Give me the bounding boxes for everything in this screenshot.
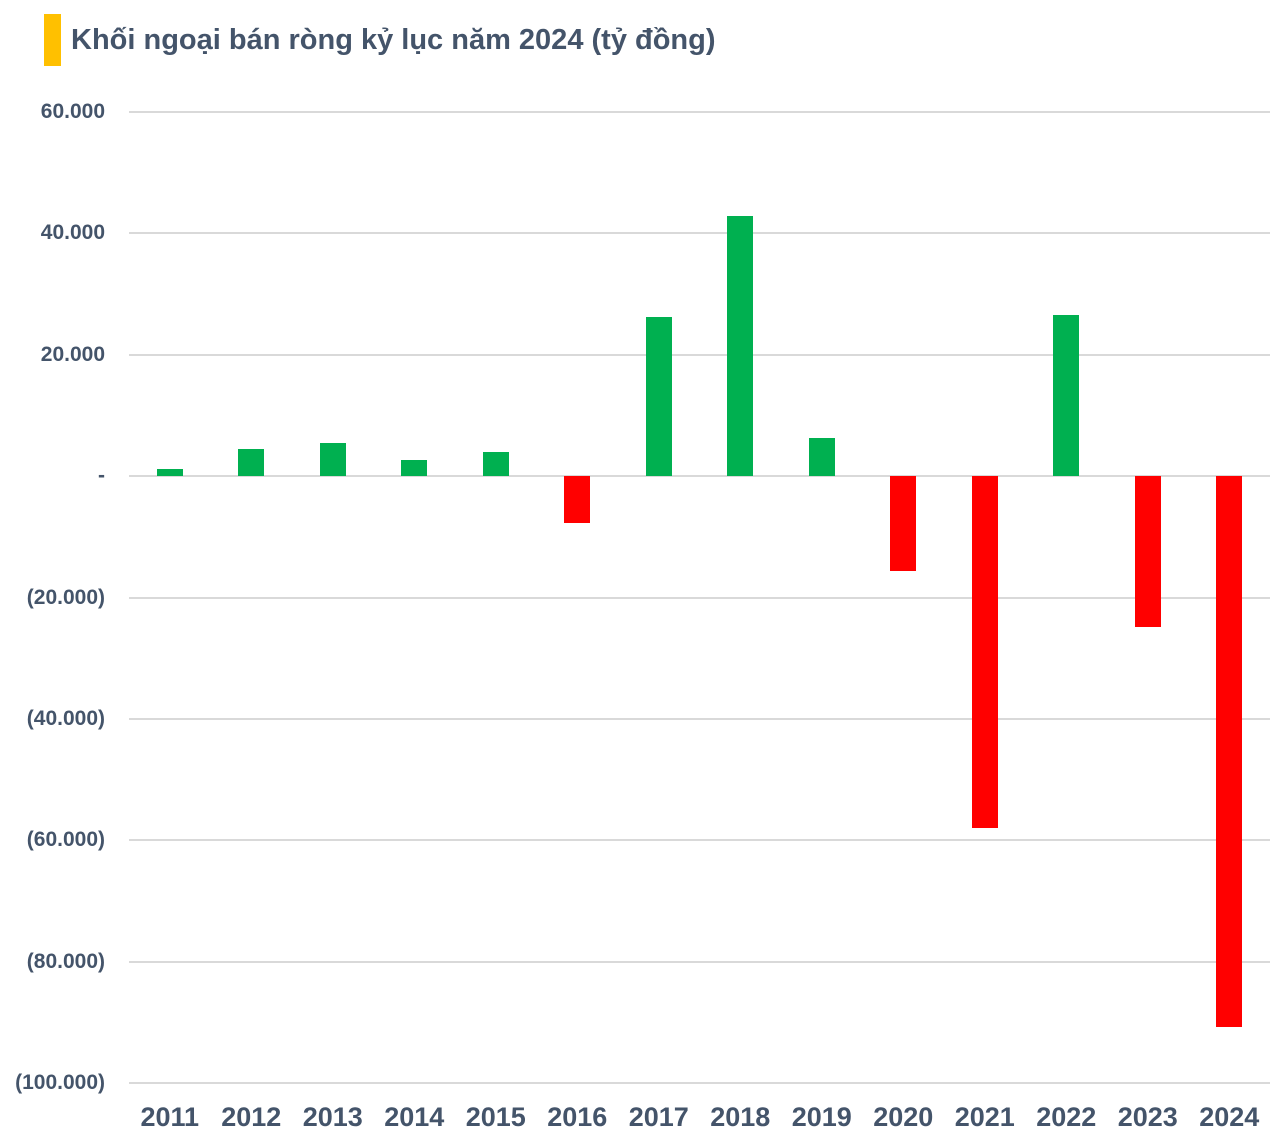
bar-2012 — [238, 449, 265, 477]
x-tick-label: 2011 — [140, 1102, 200, 1132]
bar-2022 — [1053, 315, 1080, 477]
bar-2020 — [890, 476, 917, 572]
y-tick-label: (20.000) — [26, 585, 105, 609]
bar-2024 — [1216, 476, 1243, 1027]
bar-2016 — [564, 476, 591, 524]
grid-line — [129, 1082, 1270, 1084]
x-tick-label: 2015 — [465, 1102, 526, 1132]
x-tick-label: 2021 — [954, 1102, 1015, 1132]
y-tick-label: (80.000) — [26, 949, 105, 973]
y-tick-label: (100.000) — [15, 1071, 105, 1094]
bar-2021 — [971, 476, 998, 829]
y-tick-label: 60.000 — [40, 100, 105, 123]
x-tick-label: 2017 — [628, 1102, 689, 1132]
bar-2013 — [319, 443, 346, 477]
chart-header: Khối ngoại bán ròng kỷ lục năm 2024 (tỷ … — [44, 14, 716, 66]
bar-2017 — [645, 317, 672, 477]
grid-line — [129, 111, 1270, 113]
y-tick-label: (60.000) — [26, 828, 105, 852]
x-tick-label: 2014 — [384, 1102, 445, 1132]
x-tick-label: 2018 — [710, 1102, 771, 1132]
grid-line — [129, 717, 1270, 720]
x-tick-label: 2024 — [1199, 1102, 1260, 1132]
x-tick-label: 2013 — [302, 1102, 363, 1132]
grid-line — [129, 353, 1270, 356]
bar-2011 — [156, 468, 183, 477]
bar-2014 — [401, 459, 428, 477]
bar-2023 — [1134, 476, 1161, 627]
x-tick-label: 2012 — [221, 1102, 282, 1132]
title-accent-bar — [44, 14, 61, 66]
x-tick-label: 2020 — [873, 1102, 934, 1132]
y-tick-label: - — [98, 464, 105, 488]
grid-line — [129, 596, 1270, 599]
y-tick-label: 40.000 — [40, 221, 105, 245]
x-tick-label: 2022 — [1036, 1102, 1097, 1132]
y-tick-label: (40.000) — [26, 706, 105, 730]
grid-line — [129, 839, 1270, 842]
grid-line — [129, 960, 1270, 963]
x-tick-label: 2019 — [791, 1102, 852, 1132]
chart-title: Khối ngoại bán ròng kỷ lục năm 2024 (tỷ … — [71, 23, 716, 56]
bar-2019 — [808, 437, 835, 477]
bar-2015 — [482, 452, 509, 477]
grid-line — [129, 232, 1270, 235]
y-tick-label: 20.000 — [40, 342, 105, 366]
bar-2018 — [727, 215, 754, 477]
x-tick-label: 2023 — [1117, 1102, 1178, 1132]
grid-line — [129, 475, 1270, 478]
x-tick-label: 2016 — [547, 1102, 608, 1132]
